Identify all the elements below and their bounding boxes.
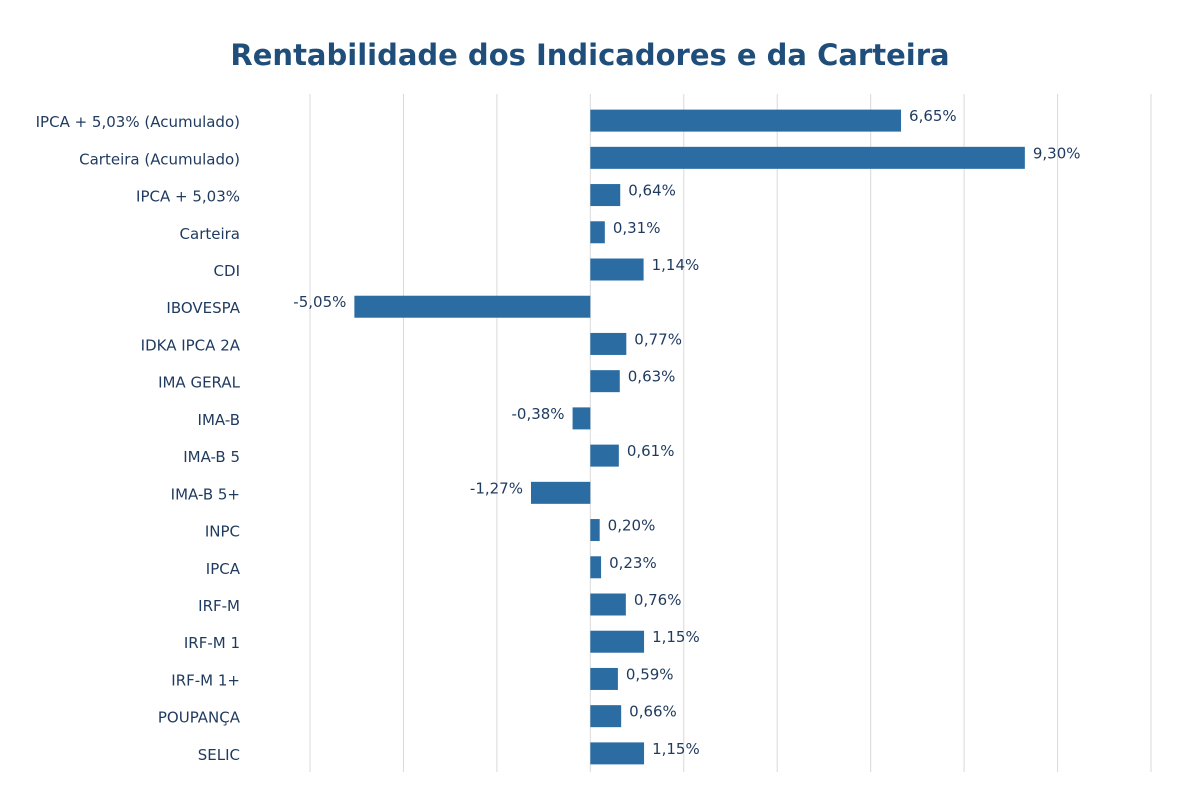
data-label: 1,14%: [652, 256, 700, 274]
data-label: 0,77%: [634, 330, 682, 348]
data-label: -1,27%: [470, 479, 523, 497]
data-label: 1,15%: [652, 628, 700, 646]
data-label: 0,31%: [613, 219, 661, 237]
chart-title: Rentabilidade dos Indicadores e da Carte…: [230, 38, 949, 72]
y-tick-label: CDI: [214, 262, 240, 280]
bar: [530, 481, 591, 504]
bar: [590, 370, 620, 393]
y-tick-label: Carteira (Acumulado): [79, 150, 240, 168]
y-tick-label: IPCA + 5,03% (Acumulado): [36, 113, 240, 131]
y-tick-label: POUPANÇA: [158, 709, 241, 727]
bar: [590, 593, 626, 616]
data-label: 0,59%: [626, 665, 674, 683]
y-tick-label: IMA-B 5: [183, 448, 240, 466]
data-label: -0,38%: [512, 405, 565, 423]
bar: [590, 332, 627, 355]
bar: [590, 221, 605, 244]
bar: [590, 556, 602, 579]
data-label: 0,76%: [634, 591, 682, 609]
y-tick-label: IMA GERAL: [158, 374, 241, 392]
y-tick-label: IPCA: [206, 560, 241, 578]
y-tick-label: IRF-M: [198, 597, 240, 615]
data-label: 9,30%: [1033, 144, 1081, 162]
y-tick-label: Carteira: [180, 225, 240, 243]
bar: [590, 258, 644, 281]
bar: [590, 146, 1025, 169]
data-label: 0,23%: [609, 554, 657, 572]
bar: [590, 667, 618, 690]
bar: [590, 444, 619, 467]
data-label: 0,64%: [628, 182, 676, 200]
bar: [590, 109, 902, 132]
bar: [354, 295, 591, 318]
y-tick-label: IRF-M 1: [184, 634, 240, 652]
bar: [590, 184, 621, 207]
y-tick-label: IRF-M 1+: [171, 671, 240, 689]
y-tick-label: IMA-B: [198, 411, 240, 429]
y-tick-label: IBOVESPA: [166, 299, 240, 317]
bar: [590, 519, 600, 542]
data-label: 6,65%: [909, 107, 957, 125]
data-label: 0,61%: [627, 442, 675, 460]
y-tick-label: IMA-B 5+: [171, 485, 240, 503]
y-tick-label: IPCA + 5,03%: [136, 188, 240, 206]
y-tick-label: IDKA IPCA 2A: [141, 336, 241, 354]
y-tick-label: SELIC: [198, 746, 240, 764]
bar: [572, 407, 591, 430]
data-label: 0,20%: [608, 517, 656, 535]
data-label: -5,05%: [293, 293, 346, 311]
data-label: 0,66%: [629, 703, 677, 721]
data-label: 1,15%: [652, 740, 700, 758]
data-label: 0,63%: [628, 368, 676, 386]
bar: [590, 630, 645, 653]
bar: [590, 742, 645, 765]
bar: [590, 705, 622, 728]
y-tick-label: INPC: [205, 523, 240, 541]
